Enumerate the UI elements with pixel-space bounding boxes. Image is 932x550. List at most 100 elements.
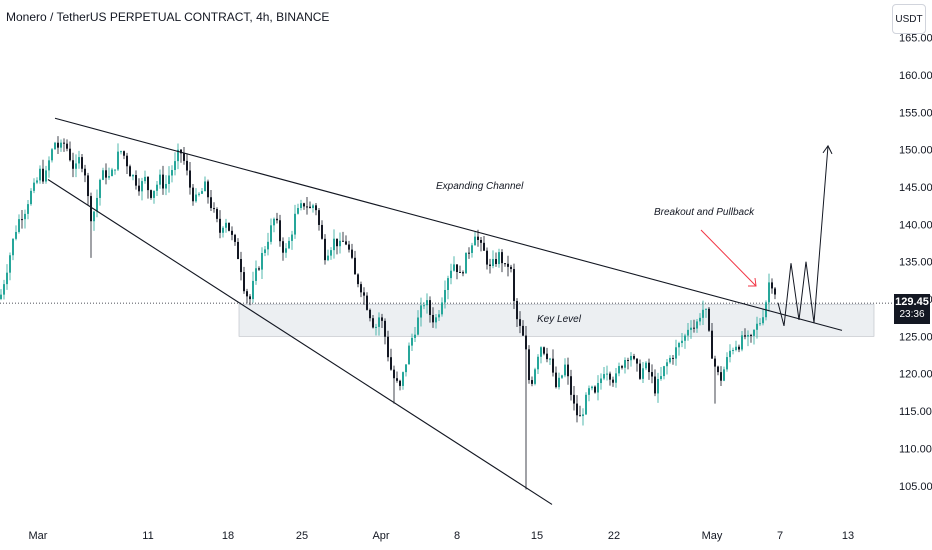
candle-up xyxy=(492,259,494,267)
candle-up xyxy=(375,326,377,328)
candle-down xyxy=(516,301,518,320)
candle-down xyxy=(387,336,389,358)
candle-down xyxy=(711,330,713,359)
candle-up xyxy=(75,163,77,169)
candle-up xyxy=(447,278,449,290)
candle-up xyxy=(378,317,380,327)
price-tick-label: 135.00 xyxy=(899,257,932,269)
time-tick-label: 7 xyxy=(777,530,783,542)
price-axis[interactable]: 165.00 160.00 155.00 150.00 145.00 140.00 135.… xyxy=(899,33,932,493)
price-tick-label: 120.00 xyxy=(899,369,932,381)
candle-down xyxy=(336,238,338,247)
candle-up xyxy=(51,149,53,161)
candle-up xyxy=(669,357,671,363)
candle-up xyxy=(756,323,758,330)
candle-down xyxy=(213,208,215,210)
candle-up xyxy=(201,191,203,194)
candle-up xyxy=(291,234,293,241)
candle-up xyxy=(39,168,41,181)
candle-down xyxy=(519,319,521,326)
candle-down xyxy=(717,366,719,373)
candle-down xyxy=(228,222,230,231)
candle-down xyxy=(384,320,386,337)
candle-up xyxy=(471,245,473,253)
candle-down xyxy=(216,208,218,219)
candle-down xyxy=(123,151,125,156)
currency-unit-button[interactable]: USDT xyxy=(892,4,926,34)
candle-up xyxy=(108,176,110,178)
candle-up xyxy=(120,151,122,153)
candle-up xyxy=(732,349,734,351)
candle-up xyxy=(288,240,290,249)
candle-down xyxy=(69,148,71,161)
candle-down xyxy=(771,282,773,289)
time-tick-label: Apr xyxy=(372,530,389,542)
candle-up xyxy=(153,190,155,198)
candle-down xyxy=(612,379,614,383)
candle-up xyxy=(417,317,419,335)
time-tick-label: 13 xyxy=(842,530,854,542)
candle-down xyxy=(543,347,545,354)
candle-up xyxy=(441,302,443,315)
price-tick-label: 110.00 xyxy=(899,443,932,455)
candle-up xyxy=(630,355,632,361)
candle-up xyxy=(537,356,539,370)
candle-down xyxy=(243,272,245,292)
candle-up xyxy=(615,373,617,383)
annotation-expanding-channel: Expanding Channel xyxy=(436,181,524,192)
candle-down xyxy=(219,218,221,233)
candle-down xyxy=(66,143,68,149)
candle-up xyxy=(549,358,551,360)
candle-down xyxy=(456,264,458,273)
candle-down xyxy=(483,242,485,251)
candle-up xyxy=(435,317,437,323)
candle-down xyxy=(579,415,581,417)
candle-up xyxy=(30,190,32,205)
chart-title: Monero / TetherUS PERPETUAL CONTRACT, 4h… xyxy=(6,10,330,24)
candle-up xyxy=(144,176,146,182)
candle-down xyxy=(468,252,470,254)
time-axis[interactable]: Mar 11 18 25 Apr 8 15 22 May 7 13 xyxy=(29,530,855,542)
candle-down xyxy=(555,372,557,388)
candle-up xyxy=(9,255,11,273)
candle-down xyxy=(477,236,479,240)
candle-up xyxy=(0,294,2,299)
candle-up xyxy=(252,280,254,300)
candle-down xyxy=(318,210,320,225)
candle-down xyxy=(459,272,461,274)
candle-up xyxy=(687,329,689,336)
candle-down xyxy=(180,149,182,154)
candle-down xyxy=(234,234,236,242)
candle-up xyxy=(540,347,542,357)
candle-up xyxy=(603,374,605,379)
candle-up xyxy=(99,179,101,198)
candle-up xyxy=(453,264,455,271)
candle-down xyxy=(345,241,347,245)
candle-down xyxy=(372,318,374,328)
candle-down xyxy=(672,357,674,359)
candle-down xyxy=(249,296,251,300)
candle-down xyxy=(654,376,656,394)
candle-down xyxy=(627,359,629,361)
candle-down xyxy=(522,325,524,336)
candle-down xyxy=(774,288,776,295)
candle-up xyxy=(723,369,725,381)
candle-up xyxy=(444,289,446,303)
candle-down xyxy=(513,268,515,302)
candle-down xyxy=(609,373,611,380)
candle-up xyxy=(423,305,425,307)
candle-up xyxy=(222,227,224,233)
candle-up xyxy=(405,364,407,373)
candle-up xyxy=(591,386,593,389)
candle-down xyxy=(525,335,527,350)
candle-up xyxy=(747,334,749,337)
candle-down xyxy=(63,142,65,144)
candle-up xyxy=(690,327,692,330)
candle-up xyxy=(498,252,500,265)
candle-up xyxy=(330,250,332,256)
candle-down xyxy=(621,366,623,368)
candle-up xyxy=(474,236,476,246)
time-tick-label: 15 xyxy=(531,530,543,542)
candle-down xyxy=(399,380,401,386)
